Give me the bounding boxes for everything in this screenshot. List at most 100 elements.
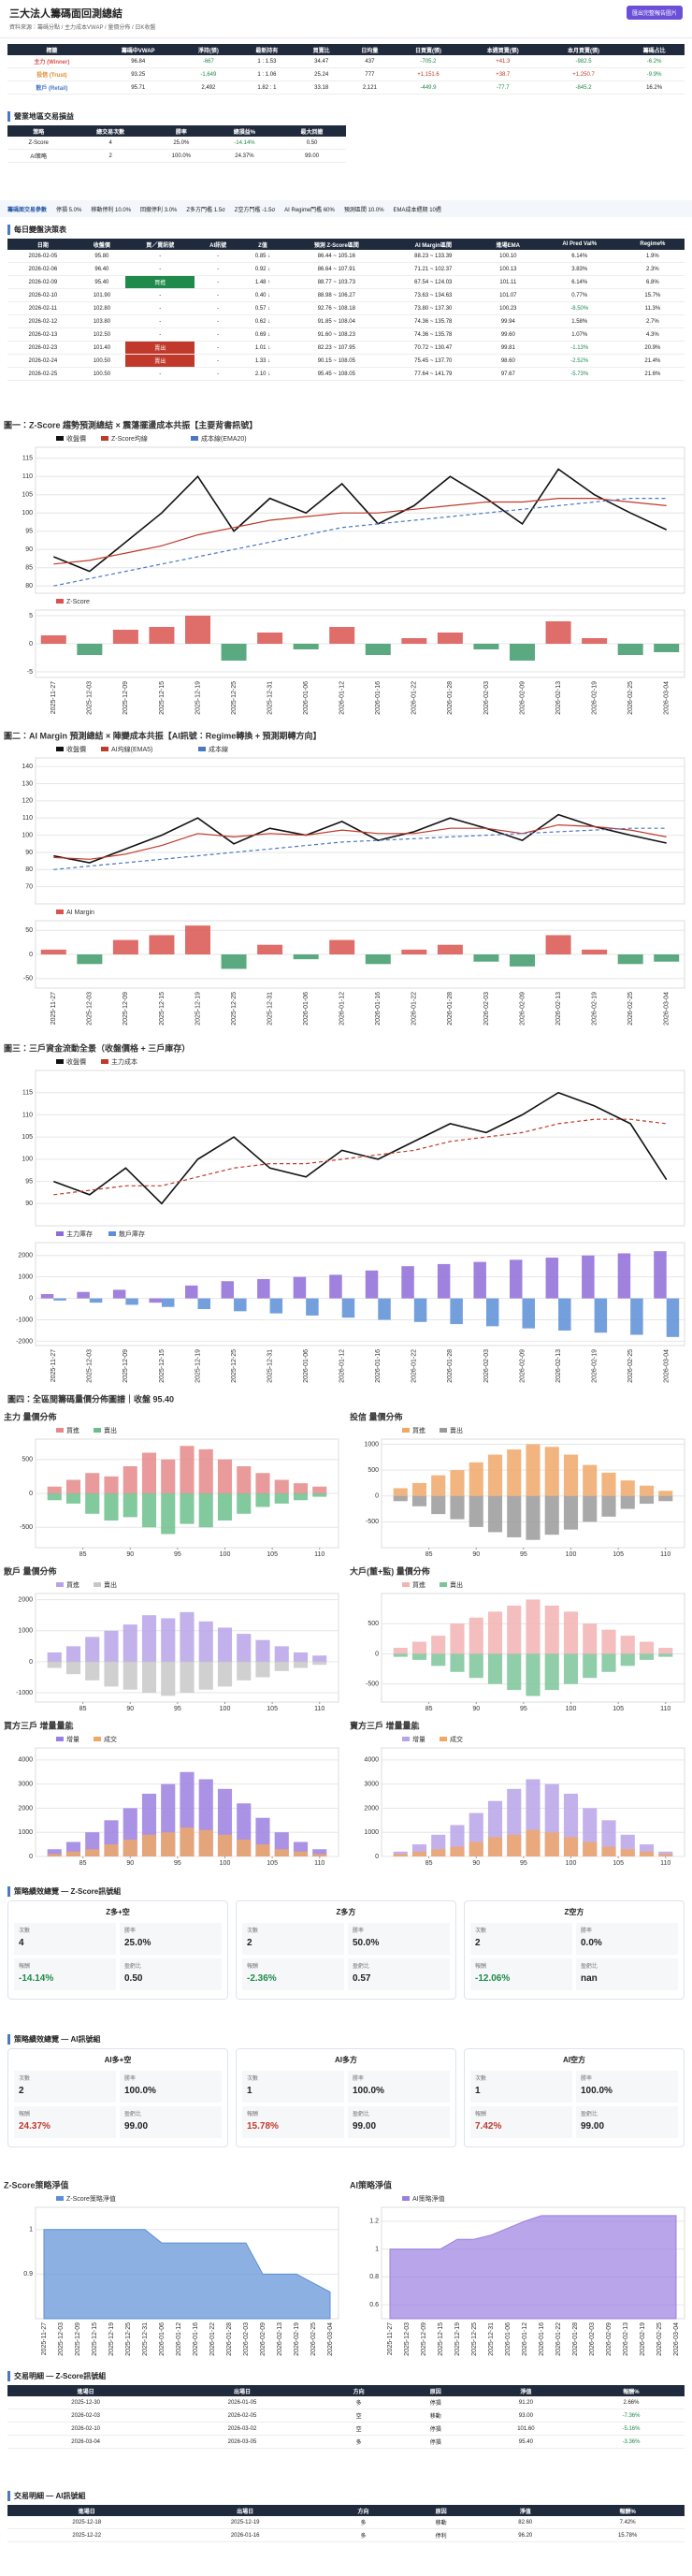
cell: 2025-12-18 [7,2516,166,2529]
y-tick-label: 4000 [18,1757,33,1764]
cell: 2026-02-05 [7,250,79,263]
chart-title: 主力 量價分佈 [4,1411,57,1421]
x-tick-label: 2026-02-25 [627,1349,634,1383]
x-tick-label: 2025-12-31 [267,681,273,715]
legend-swatch [56,2196,64,2201]
bar [658,1648,673,1654]
bar [437,944,463,954]
legend-label: 散戶庫存 [119,1230,145,1238]
bar [365,644,391,655]
bar [617,954,643,965]
bar [510,644,535,661]
bar [221,644,247,661]
header-row: 日期 收盤價 買／賣訊號 AI訊號 Z值 預測 Z-Score區間 AI Margin區間進… [7,239,685,250]
x-tick-label: 2026-01-28 [447,681,454,715]
x-tick-label: 85 [425,1551,433,1558]
stat-value: 24.37% [19,2121,50,2132]
cell: 2026-02-25 [7,367,79,381]
x-tick-label: 110 [660,1551,670,1558]
line [53,498,667,587]
summary-section: 標籤 籌碼中VWAP 淨持(張) 最新持有 買賣比 日均量 日買賣(張) 本週買賣(張) 本月買… [0,38,692,104]
y-tick-label: 5 [29,613,33,619]
cell: 91.60 ~ 108.23 [284,327,389,342]
x-tick-label: 2025-12-19 [108,2322,115,2356]
cell: 101.40 [78,341,126,355]
bar [149,627,175,644]
bar [161,1618,176,1662]
bar [601,1846,616,1856]
cell: -3.36% [577,2435,685,2449]
export-button[interactable]: 匯出完整報告圖片 [626,6,683,20]
header-row: 標籤 籌碼中VWAP 淨持(張) 最新持有 買賣比 日均量 日買賣(張) 本週買賣(張) 本月買… [7,44,685,55]
cell: 90.15 ~ 108.05 [284,354,389,368]
bar [104,1661,119,1687]
y-tick-label: 110 [22,815,33,822]
cell: 2,492 [180,80,238,95]
x-tick-label: 2026-02-03 [483,681,490,715]
bar [329,939,355,954]
section-title: 交易明細 — AI訊號組 [7,2491,685,2501]
bar [401,638,427,644]
cell: 75.45 ~ 137.70 [388,354,478,368]
metric: Z空方門檻 -1.5σ [234,207,276,213]
x-tick-label: 2025-12-03 [404,2322,411,2356]
bar [563,1837,579,1856]
bar [654,1251,667,1299]
bar [306,1298,319,1316]
y-tick-label: 0.9 [23,2271,33,2278]
bar [401,1266,414,1299]
legend-swatch [56,1737,64,1741]
x-tick-label: 2026-03-04 [664,992,670,1026]
y-tick-label: -1000 [16,1317,33,1323]
cell: 82.23 ~ 107.95 [284,341,389,355]
column-header: 日期 [7,239,79,250]
bar [293,1483,309,1493]
bar [393,1653,408,1657]
bar [582,949,608,954]
bar [198,1661,213,1690]
x-tick-label: 2025-12-19 [195,1349,201,1383]
y-tick-label: 0 [29,1659,33,1666]
x-tick-label: 105 [267,1551,278,1558]
bar [123,1839,137,1856]
bar [312,1486,327,1493]
x-tick-label: 2026-03-04 [664,1349,670,1383]
cell: - [195,275,241,289]
x-tick-label: 2025-12-09 [421,2322,427,2356]
stat-value: 15.78% [247,2121,279,2132]
cell: 25.24 [296,67,346,81]
x-tick-label: 2025-12-31 [267,992,273,1026]
legend-swatch [440,1737,447,1741]
cell: 移動 [402,2516,481,2529]
chart-title: 大戶(董+監) 量價分佈 [350,1565,430,1576]
bar [125,1298,138,1305]
x-tick-label: 85 [79,1706,87,1712]
row: 2026-03-04 2026-03-05 多停損 95.40 -3.36% [7,2435,685,2449]
x-tick-label: 2026-02-03 [483,992,490,1026]
column-header: 標籤 [7,44,96,55]
x-tick-label: 85 [79,1551,87,1558]
cell: - [195,341,241,355]
bar [450,1846,465,1856]
cell: 100.10 [477,250,539,263]
y-tick-label: 3000 [364,1782,379,1788]
cell: 0.62 ↓ [240,314,285,328]
stat-label: 次數 [19,2076,31,2082]
line [53,823,667,860]
cell: 1.48 ↑ [240,275,285,289]
chart-title: AI策略淨值 [350,2179,392,2190]
bar [507,1834,522,1856]
bar [85,1637,100,1662]
cell: 91.20 [473,2396,578,2409]
line [53,498,667,565]
bar [393,1488,408,1496]
cell: - [125,314,195,328]
cell: 100.13 [477,262,539,276]
cell: -14.14% [210,137,279,150]
stat-label: 報酬 [247,1964,259,1970]
cell: - [125,327,195,342]
x-tick-label: 90 [126,1706,134,1712]
stat-label: 報酬 [19,2112,31,2118]
stat-cell: 勝率 100.0% [576,2071,678,2103]
